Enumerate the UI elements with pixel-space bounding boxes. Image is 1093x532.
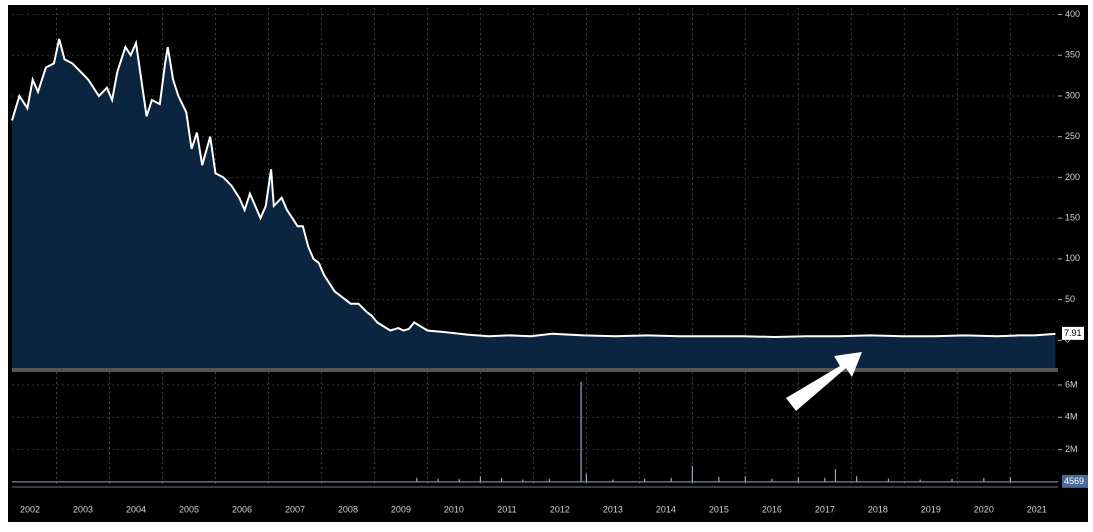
bar — [718, 477, 720, 482]
y-tick-label: 250 — [1065, 131, 1080, 141]
x-tick-label: 2020 — [974, 504, 994, 514]
x-tick-label: 2003 — [73, 504, 93, 514]
bar — [437, 478, 439, 482]
x-tick-label: 2017 — [815, 504, 835, 514]
x-tick-label: 2006 — [232, 504, 252, 514]
bar — [416, 477, 418, 482]
x-tick-label: 2019 — [921, 504, 941, 514]
last-value-box — [1062, 326, 1084, 340]
bar — [824, 477, 826, 482]
x-tick-label: 2018 — [868, 504, 888, 514]
panel-separator — [12, 368, 1058, 372]
x-tick-label: 2005 — [179, 504, 199, 514]
bar — [834, 468, 837, 482]
bar — [522, 479, 524, 482]
y-tick-label: 100 — [1065, 253, 1080, 263]
y-tick-label: 6M — [1065, 379, 1078, 389]
bar — [744, 476, 746, 482]
bar — [797, 477, 799, 482]
bar — [771, 478, 773, 482]
last-value-box — [1062, 474, 1088, 488]
bar — [983, 477, 985, 482]
bar — [919, 479, 921, 482]
x-tick-label: 2002 — [20, 504, 40, 514]
y-tick-label: 400 — [1065, 9, 1080, 19]
bar — [501, 477, 503, 482]
bar — [691, 465, 693, 482]
x-tick-label: 2012 — [550, 504, 570, 514]
arrow — [786, 352, 862, 411]
bar — [479, 476, 482, 482]
bar — [458, 479, 460, 482]
x-tick-label: 2013 — [603, 504, 623, 514]
x-tick-label: 2014 — [656, 504, 676, 514]
bar — [887, 478, 890, 482]
y-tick-label: 200 — [1065, 172, 1080, 182]
bar — [644, 478, 646, 482]
x-tick-label: 2011 — [497, 504, 516, 514]
bar — [856, 476, 858, 482]
bar — [1009, 477, 1011, 482]
y-tick-label: 2M — [1065, 444, 1078, 454]
bar — [585, 473, 587, 482]
last-value-label: 7.91 — [1064, 328, 1082, 338]
axis-background — [1060, 5, 1088, 522]
area — [12, 39, 1056, 368]
y-tick-label: 150 — [1065, 213, 1080, 223]
bar — [670, 477, 672, 482]
x-tick-label: 2021 — [1027, 504, 1047, 514]
x-tick-label: 2016 — [762, 504, 782, 514]
x-tick-label: 2004 — [126, 504, 146, 514]
y-tick-label: 50 — [1065, 294, 1075, 304]
x-tick-label: 2008 — [338, 504, 358, 514]
bar — [612, 479, 614, 482]
bar — [951, 478, 953, 482]
x-tick-label: 2007 — [285, 504, 305, 514]
y-tick-label: 350 — [1065, 50, 1080, 60]
last-value-label: 4569 — [1064, 476, 1084, 486]
y-tick-label: 4M — [1065, 412, 1078, 422]
x-tick-label: 2009 — [391, 504, 411, 514]
line — [11, 38, 1056, 339]
y-tick-label: 300 — [1065, 90, 1080, 100]
bar — [580, 381, 582, 482]
x-tick-label: 2015 — [709, 504, 729, 514]
x-tick-label: 2010 — [444, 504, 464, 514]
bar — [548, 478, 550, 482]
